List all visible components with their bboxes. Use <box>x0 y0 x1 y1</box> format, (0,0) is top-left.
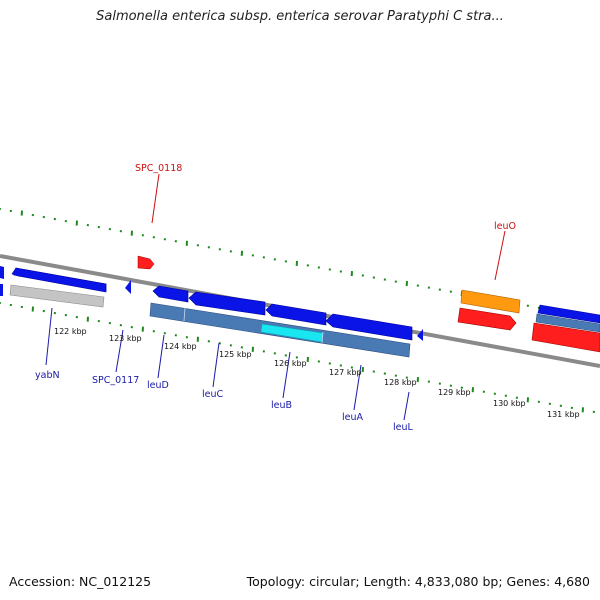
feature-cds-left-lower[interactable] <box>0 284 3 296</box>
feature-cds-right-edge[interactable] <box>537 304 600 324</box>
gene-label-leuo[interactable]: leuO <box>494 221 516 232</box>
gene-label-leul[interactable]: leuL <box>393 422 414 433</box>
tick-marks <box>0 208 595 414</box>
feature-leuo-red[interactable] <box>457 307 517 331</box>
feature-cds-left-edge[interactable] <box>0 266 4 279</box>
gene-label-yabn[interactable]: yabN <box>35 370 60 381</box>
feature-spc0118[interactable] <box>137 255 155 270</box>
feature-track[interactable] <box>0 255 600 358</box>
scale-label: 124 kbp <box>164 342 197 351</box>
scale-label: 128 kbp <box>384 378 417 387</box>
feature-leuc[interactable] <box>188 291 266 316</box>
scale-label: 131 kbp <box>547 410 580 419</box>
gene-label-spc0117[interactable]: SPC_0117 <box>92 375 139 386</box>
gene-label-leuc[interactable]: leuC <box>202 389 224 400</box>
feature-leud[interactable] <box>152 285 189 303</box>
scale-label: 125 kbp <box>219 350 252 359</box>
feature-cds-yabn-body[interactable] <box>11 267 107 293</box>
scale-label: 130 kbp <box>493 399 526 408</box>
gene-label-leud[interactable]: leuD <box>147 380 169 391</box>
scale-label: 122 kbp <box>54 327 87 336</box>
scale-label: 127 kbp <box>329 368 362 377</box>
operon-divider-1 <box>183 307 186 322</box>
feature-grey-yabn[interactable] <box>9 284 105 308</box>
feature-spc0117-arrow[interactable] <box>125 280 131 294</box>
scale-label: 126 kbp <box>274 359 307 368</box>
gene-label-leub[interactable]: leuB <box>271 400 292 411</box>
scale-label: 123 kbp <box>109 334 142 343</box>
gene-labels[interactable]: yabN SPC_0117 leuD leuC leuB leuA leuL S… <box>35 163 516 433</box>
accession-text: Accession: NC_012125 <box>9 574 152 589</box>
scale-labels: 122 kbp 123 kbp 124 kbp 125 kbp 126 kbp … <box>54 327 580 419</box>
operon-divider-2 <box>321 331 324 344</box>
scale-label: 129 kbp <box>438 388 471 397</box>
feature-leub[interactable] <box>265 303 327 326</box>
map-title: Salmonella enterica subsp. enterica sero… <box>96 9 504 24</box>
gene-label-spc0118[interactable]: SPC_0118 <box>135 163 182 174</box>
callout-lines <box>45 173 506 421</box>
feature-operon-right-edge[interactable] <box>535 313 600 333</box>
genome-summary-text: Topology: circular; Length: 4,833,080 bp… <box>246 574 590 589</box>
feature-leua[interactable] <box>325 313 413 341</box>
gene-label-leua[interactable]: leuA <box>342 412 364 423</box>
feature-leuo-orange[interactable] <box>460 289 521 314</box>
feature-leul-arrow[interactable] <box>417 329 423 341</box>
feature-red-right-edge[interactable] <box>531 322 600 353</box>
